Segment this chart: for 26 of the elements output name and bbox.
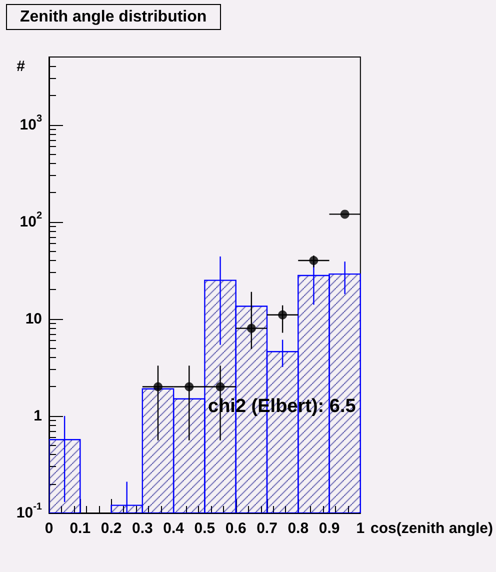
point — [340, 210, 350, 219]
x-tick-label: 0.6 — [225, 520, 246, 537]
x-tick-label: 0.1 — [70, 520, 91, 537]
x-tick-label: 0.9 — [318, 520, 340, 537]
point — [154, 382, 162, 392]
y-tick-label: 1 — [34, 407, 42, 424]
x-tick-label: 0.7 — [256, 520, 278, 537]
point — [216, 382, 225, 392]
x-tick-label: 0.8 — [288, 520, 309, 537]
x-tick-label: 0.3 — [132, 520, 153, 537]
x-tick-label: 0 — [44, 520, 54, 537]
x-tick-label: 1 — [356, 520, 365, 537]
point — [309, 256, 318, 265]
x-tick-label: 0.2 — [100, 520, 122, 537]
point — [246, 324, 256, 333]
y-axis-title: # — [16, 58, 26, 75]
x-tick-label: 0.4 — [163, 520, 185, 537]
x-axis-title: cos(zenith angle) — [370, 520, 493, 537]
point — [278, 310, 288, 320]
chart-title: Zenith angle distribution — [20, 8, 207, 26]
x-tick-label: 0.5 — [194, 520, 216, 537]
y-tick-label: 10 — [25, 310, 42, 328]
y-tick-label: 10$^{3}$ — [20, 113, 42, 134]
y-tick-label: 10$^{2}$ — [20, 210, 42, 230]
y-tick-label: 10$^{-1}$ — [16, 502, 42, 522]
point — [184, 382, 194, 392]
